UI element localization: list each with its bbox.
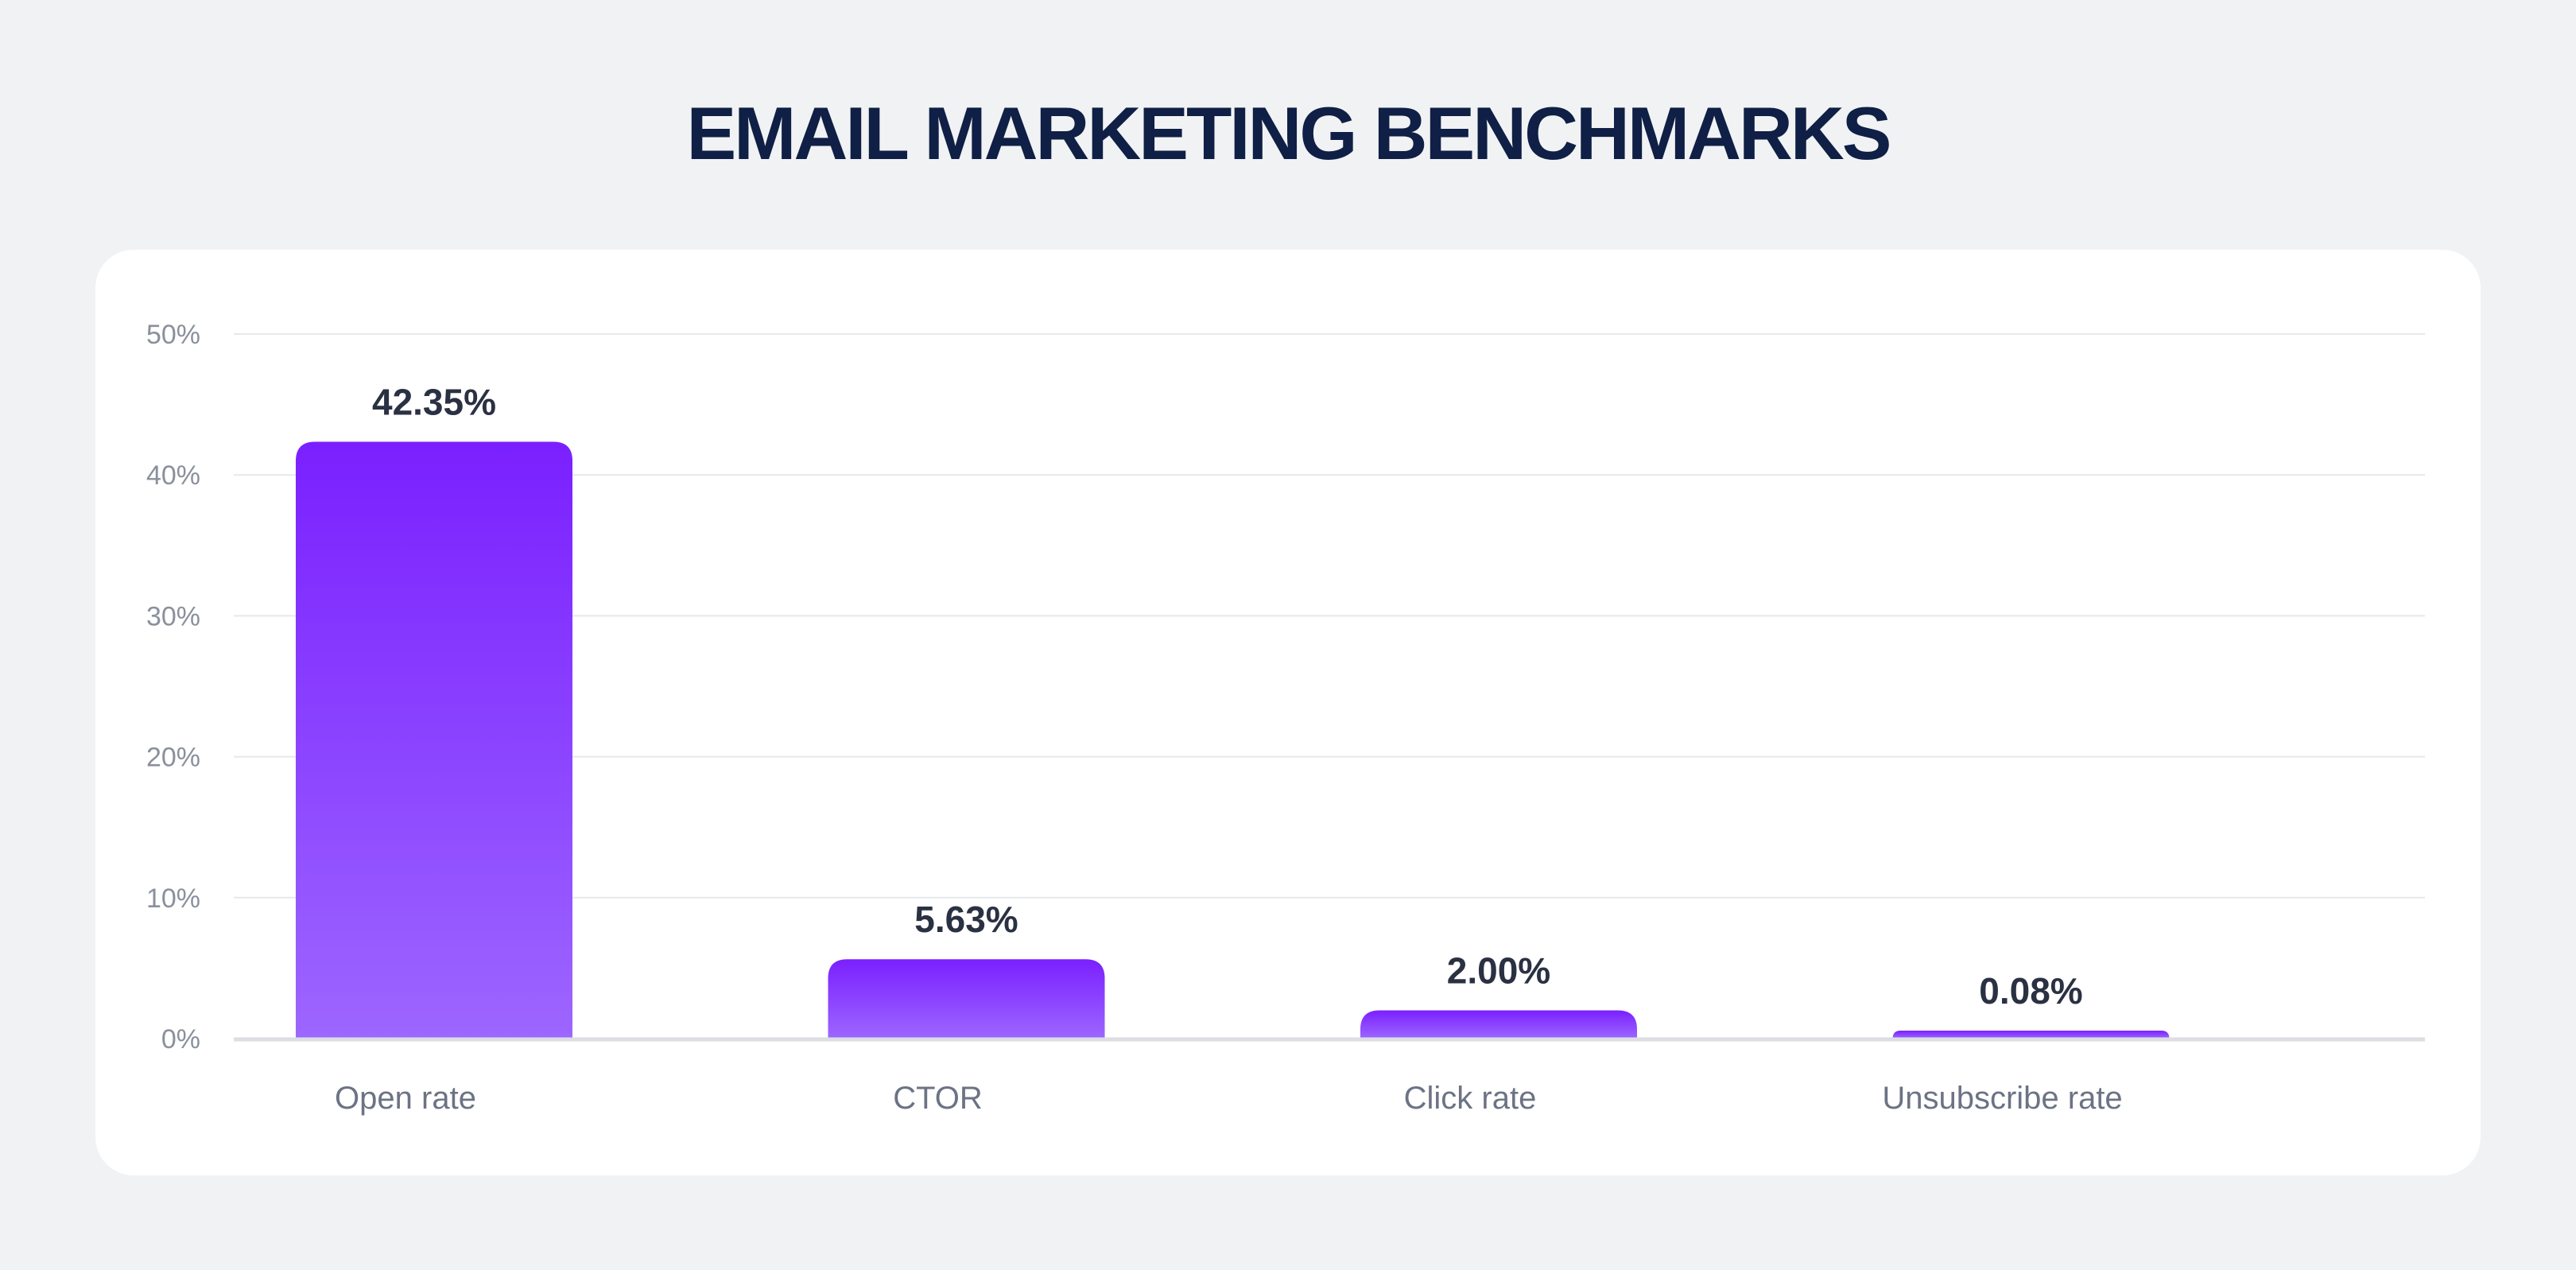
data-label: 2.00%: [1447, 950, 1550, 992]
page-title: EMAIL MARKETING BENCHMARKS: [686, 91, 1891, 175]
y-tick-label: 10%: [146, 884, 200, 914]
x-tick-label: Open rate: [335, 1081, 476, 1116]
bar-ctor: [828, 959, 1105, 1039]
y-tick-label: 20%: [146, 743, 200, 773]
bar-chart: 0%10%20%30%40%50% 42.35%5.63%2.00% 0.08% …: [146, 320, 2425, 1116]
x-axis-labels: Open rate CTOR Click rate Unsubscribe rate: [335, 1081, 2123, 1116]
y-tick-label: 50%: [146, 320, 200, 350]
x-tick-label: CTOR: [893, 1081, 983, 1116]
y-tick-label: 40%: [146, 460, 200, 491]
bar-unsubscribe-rate: [1892, 1031, 2170, 1039]
data-labels: 42.35% 5.63% 2.00% 0.08%: [372, 382, 2083, 1012]
y-tick-label: 30%: [146, 601, 200, 631]
data-label: 5.63%: [914, 899, 1018, 940]
chart-card: 0% 10% 20% 30% 40% 50% 42.35% 5.63% 2.00% 0.08% …: [95, 250, 2481, 1175]
y-tick-label: 0%: [161, 1024, 200, 1054]
bar-open-rate: [296, 441, 572, 1039]
y-axis-ticks: 0% 10% 20% 30% 40% 50%: [146, 320, 200, 1054]
gridlines: [234, 333, 2425, 899]
data-label: 0.08%: [1979, 970, 2082, 1012]
bars: [296, 441, 2170, 1039]
data-label: 42.35%: [372, 382, 496, 423]
bar-click-rate: [1360, 1010, 1637, 1039]
x-tick-label: Unsubscribe rate: [1882, 1081, 2122, 1116]
x-tick-label: Click rate: [1404, 1081, 1537, 1116]
